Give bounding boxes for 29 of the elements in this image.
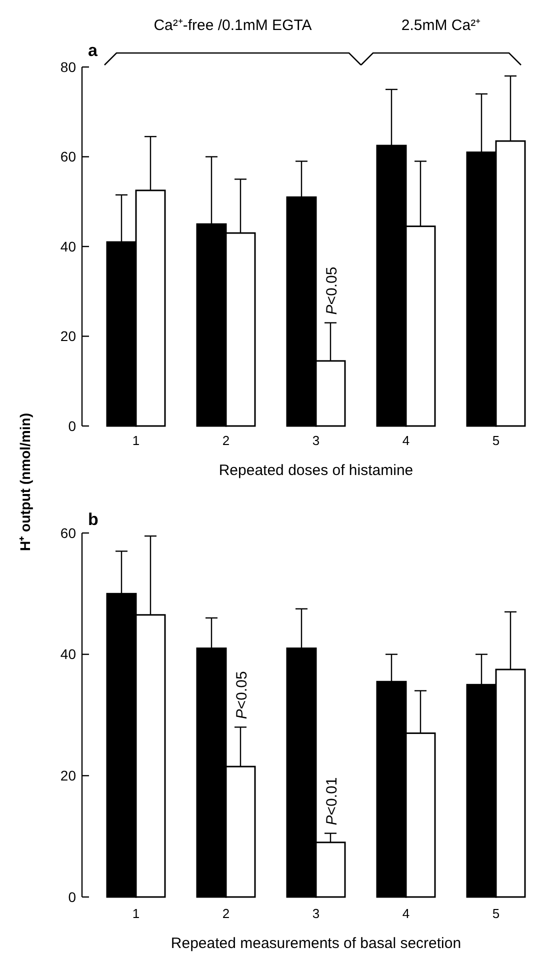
- x-tick-label: 2: [222, 433, 230, 448]
- y-tick-label: 0: [68, 888, 76, 905]
- x-tick-label: 2: [222, 906, 230, 921]
- y-tick-label: 40: [60, 238, 76, 254]
- x-tick-label: 4: [402, 433, 410, 448]
- x-tick-label: 5: [492, 906, 500, 921]
- y-tick-label: 80: [60, 58, 76, 75]
- y-tick-label: 60: [60, 524, 76, 541]
- y-tick-label: 60: [60, 148, 76, 165]
- y-tick-label: 0: [68, 418, 76, 434]
- y-tick-label: 20: [60, 768, 76, 784]
- chart-title: a: [88, 41, 98, 60]
- chart-title: b: [88, 510, 98, 529]
- x-axis-title: Repeated doses of histamine: [218, 462, 414, 479]
- annotation: P<0.01: [324, 777, 340, 826]
- y-axis-title: H⁺ output (nmol/min): [17, 413, 33, 551]
- x-tick-label: 5: [492, 433, 500, 448]
- x-tick-label: 1: [132, 906, 140, 921]
- annotation: P<0.05: [234, 671, 250, 720]
- x-tick-label: 3: [312, 906, 320, 921]
- x-tick-label: 4: [402, 906, 410, 921]
- y-tick-label: 20: [60, 328, 76, 344]
- annotation: P<0.05: [324, 266, 340, 315]
- x-axis-title: Repeated measurements of basal secretion: [170, 935, 462, 952]
- text: Ca²⁺-free /0.1mM EGTA: [154, 17, 312, 34]
- x-tick-label: 3: [312, 433, 320, 448]
- x-tick-label: 1: [132, 433, 140, 448]
- y-tick-label: 40: [60, 646, 76, 662]
- text: 2.5mM Ca²⁺: [401, 17, 481, 34]
